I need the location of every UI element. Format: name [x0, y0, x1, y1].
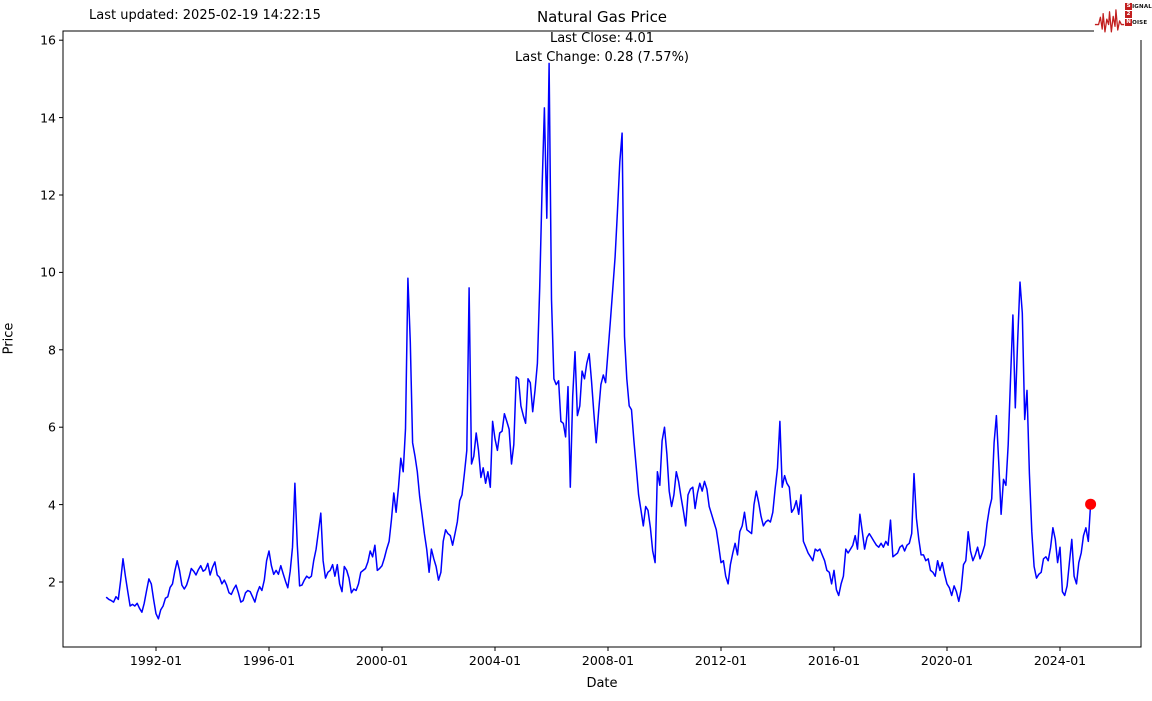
y-tick-label: 16 — [40, 32, 56, 48]
y-tick-label: 6 — [48, 419, 56, 435]
last-close-annotation: Last Close: 4.01 — [549, 31, 655, 46]
axis-tick-marks — [59, 39, 1061, 651]
x-tick-label: 2004-01 — [468, 653, 522, 668]
x-tick-label: 2000-01 — [355, 653, 409, 668]
logo-badge-letter: S — [1125, 3, 1133, 10]
y-tick-label: 8 — [48, 342, 56, 358]
logo-badge-letter: 2 — [1125, 11, 1133, 18]
y-tick-label: 10 — [40, 264, 56, 280]
y-tick-label: 4 — [48, 497, 56, 513]
x-tick-label: 2008-01 — [581, 653, 635, 668]
x-tick-label: 1996-01 — [242, 653, 296, 668]
logo-rest-letters: IGNAL — [1132, 3, 1152, 10]
logo-rest-letters: OISE — [1132, 19, 1148, 26]
last-price-marker — [1085, 498, 1097, 510]
last-change-annotation: Last Change: 0.28 (7.57%) — [514, 50, 689, 65]
logo-text-row: N OISE — [1125, 19, 1152, 26]
logo-text-row: 2 — [1125, 11, 1152, 18]
x-tick-label: 2020-01 — [920, 653, 974, 668]
x-tick-label: 2024-01 — [1033, 653, 1087, 668]
logo-badge-letter: N — [1125, 19, 1133, 26]
x-axis-label: Date — [586, 676, 618, 691]
x-tick-label: 2016-01 — [807, 653, 861, 668]
x-tick-label: 2012-01 — [694, 653, 748, 668]
y-axis-label: Price — [1, 322, 17, 355]
waveform-icon — [1094, 9, 1125, 33]
logo-text: S IGNAL 2 N OISE — [1125, 3, 1152, 26]
y-tick-label: 2 — [48, 574, 56, 590]
plot-area-border — [62, 30, 1142, 648]
signal2noise-logo: S IGNAL 2 N OISE — [1094, 0, 1152, 40]
y-tick-label: 12 — [40, 187, 56, 203]
y-tick-label: 14 — [40, 110, 56, 126]
logo-text-row: S IGNAL — [1125, 3, 1152, 10]
chart-title: Natural Gas Price — [536, 8, 668, 26]
price-line-series — [105, 62, 1092, 620]
x-tick-label: 1992-01 — [129, 653, 183, 668]
last-updated-text: Last updated: 2025-02-19 14:22:15 — [89, 8, 321, 23]
